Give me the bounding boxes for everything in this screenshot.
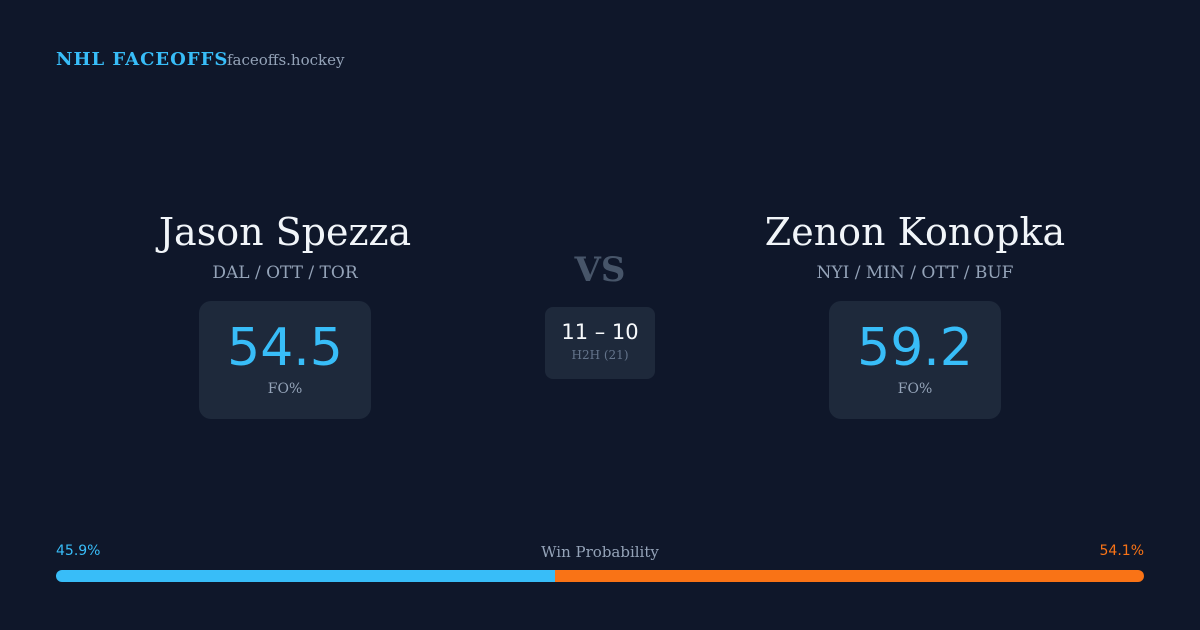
right-probability: 54.1% [1099, 543, 1144, 559]
probability-bar [56, 570, 1144, 582]
brand: NHL FACEOFFS [56, 49, 229, 70]
stat-label: FO% [267, 381, 303, 397]
versus: VS [574, 250, 626, 290]
player-teams: NYI / MIN / OTT / BUF [816, 263, 1014, 283]
h2h-score: 11 – 10 [561, 320, 639, 344]
player-left: Jason Spezza DAL / OTT / TOR 54.5 FO% [35, 205, 535, 419]
stat-card: 54.5 FO% [199, 301, 371, 419]
left-probability: 45.9% [56, 543, 101, 559]
h2h-card: 11 – 10 H2H (21) [545, 307, 655, 379]
probability-segment [555, 570, 1144, 582]
site-url: faceoffs.hockey [227, 51, 345, 69]
stat-label: FO% [897, 381, 933, 397]
player-teams: DAL / OTT / TOR [212, 263, 358, 283]
player-name: Jason Spezza [158, 210, 412, 254]
stat-value: 59.2 [857, 318, 973, 378]
probability-title: Win Probability [541, 543, 659, 561]
h2h-label: H2H (21) [571, 348, 629, 362]
probability-segment [56, 570, 556, 582]
stat-value: 54.5 [227, 318, 343, 378]
stat-card: 59.2 FO% [829, 301, 1001, 419]
player-name: Zenon Konopka [764, 210, 1066, 254]
player-right: Zenon Konopka NYI / MIN / OTT / BUF 59.2… [665, 205, 1165, 419]
